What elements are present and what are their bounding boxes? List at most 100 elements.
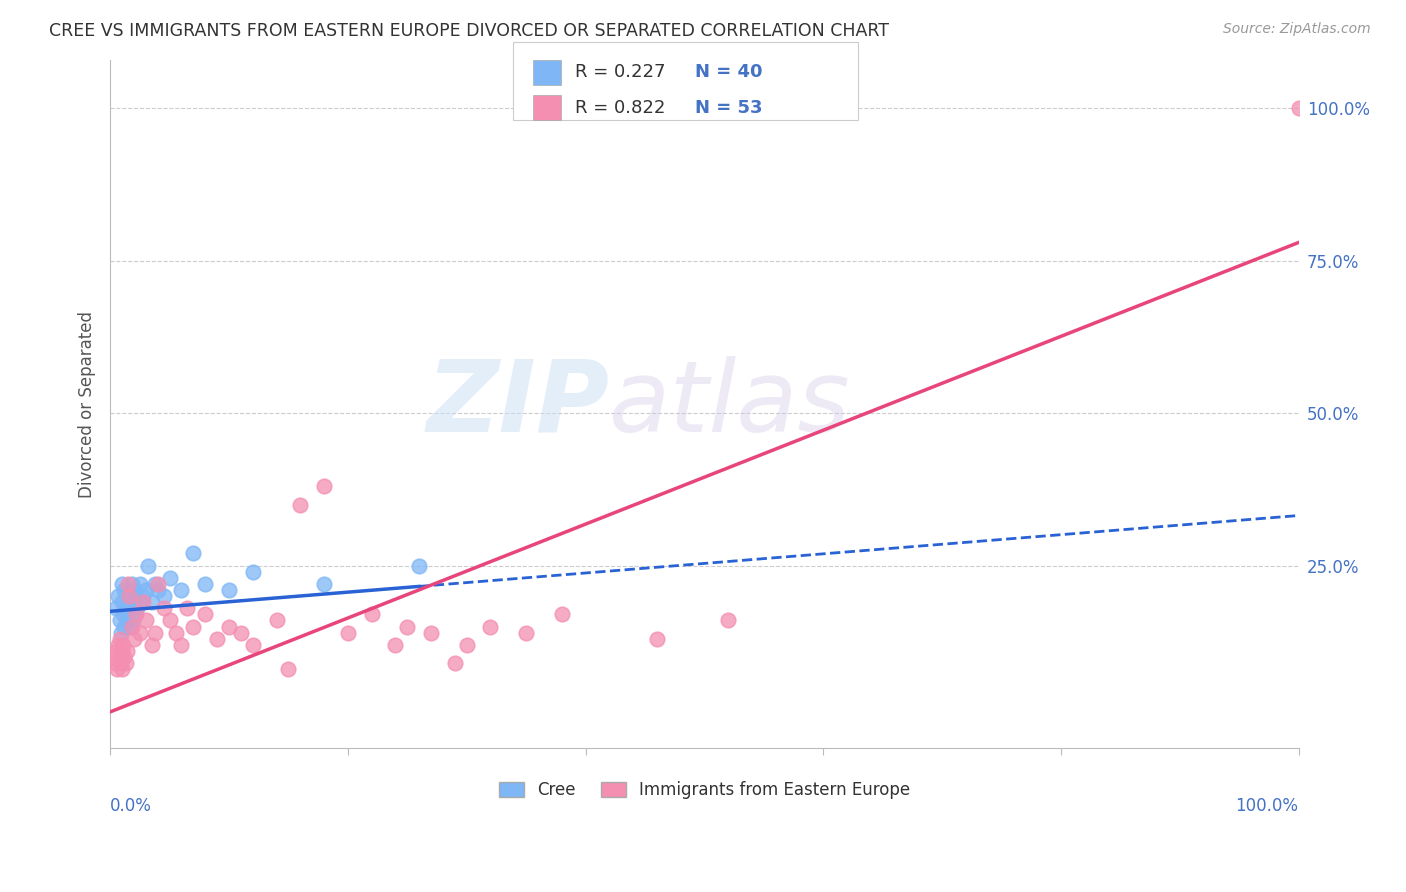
Point (146, 582, 169, 597)
Point (717, 614, 740, 628)
Point (132, 589, 155, 603)
Point (112, 582, 135, 597)
Point (456, 638, 478, 652)
Point (152, 601, 174, 615)
Point (183, 546, 205, 560)
Point (115, 614, 138, 628)
Point (112, 650, 135, 665)
Point (122, 595, 145, 609)
Point (551, 607, 574, 622)
Point (218, 619, 240, 633)
Point (121, 577, 143, 591)
Point (146, 577, 169, 591)
Point (120, 619, 142, 633)
Point (384, 638, 406, 652)
Point (135, 614, 157, 628)
Text: CREE VS IMMIGRANTS FROM EASTERN EUROPE DIVORCED OR SEPARATED CORRELATION CHART: CREE VS IMMIGRANTS FROM EASTERN EUROPE D… (49, 22, 889, 40)
Point (396, 619, 419, 633)
Point (170, 582, 193, 597)
Point (104, 656, 127, 670)
Point (105, 662, 128, 676)
Point (111, 595, 134, 609)
Point (135, 582, 157, 597)
Point (136, 558, 159, 573)
Point (111, 577, 134, 591)
Point (205, 632, 228, 646)
Point (121, 619, 143, 633)
Point (107, 589, 129, 603)
Point (194, 577, 217, 591)
Text: 0.0%: 0.0% (110, 797, 152, 814)
Text: 100.0%: 100.0% (1236, 797, 1299, 814)
Point (117, 589, 139, 603)
Point (128, 577, 150, 591)
Point (242, 638, 264, 652)
Point (132, 595, 155, 609)
Point (112, 638, 135, 652)
Text: Source: ZipAtlas.com: Source: ZipAtlas.com (1223, 22, 1371, 37)
Point (103, 650, 125, 665)
Point (117, 607, 139, 622)
Point (336, 625, 359, 640)
Point (159, 571, 181, 585)
Point (122, 632, 145, 646)
Point (127, 601, 149, 615)
Point (408, 558, 430, 573)
Point (108, 632, 131, 646)
Point (242, 565, 264, 579)
Text: R = 0.822: R = 0.822 (575, 99, 665, 117)
Point (111, 644, 134, 658)
Point (229, 625, 252, 640)
Point (1288, 101, 1310, 115)
Point (266, 614, 288, 628)
Point (121, 614, 143, 628)
Point (125, 607, 148, 622)
Point (143, 577, 166, 591)
Point (183, 619, 205, 633)
Point (165, 625, 187, 640)
Text: N = 53: N = 53 (695, 99, 762, 117)
Point (152, 589, 174, 603)
Point (122, 582, 145, 597)
Point (143, 625, 166, 640)
Text: atlas: atlas (609, 356, 851, 452)
Point (111, 662, 134, 676)
Text: ZIP: ZIP (426, 356, 609, 452)
Point (112, 607, 135, 622)
Point (117, 577, 139, 591)
Point (645, 632, 668, 646)
Point (218, 582, 240, 597)
Text: N = 40: N = 40 (695, 63, 762, 81)
Point (110, 625, 132, 640)
Point (118, 595, 141, 609)
Point (114, 601, 136, 615)
Point (110, 656, 132, 670)
Point (121, 601, 143, 615)
Point (176, 601, 198, 615)
Point (360, 607, 382, 622)
Point (105, 601, 128, 615)
Point (443, 656, 465, 670)
Point (479, 619, 502, 633)
Point (124, 607, 146, 622)
Point (312, 479, 335, 493)
Point (194, 607, 217, 622)
Point (277, 662, 299, 676)
Point (141, 595, 163, 609)
Point (112, 619, 135, 633)
Point (312, 577, 335, 591)
Point (141, 638, 163, 652)
Point (290, 498, 312, 512)
Point (125, 589, 148, 603)
Point (115, 644, 138, 658)
Legend: Cree, Immigrants from Eastern Europe: Cree, Immigrants from Eastern Europe (492, 774, 917, 805)
Point (420, 625, 443, 640)
Point (129, 595, 152, 609)
Point (107, 638, 129, 652)
Point (105, 644, 128, 658)
Point (515, 625, 537, 640)
Point (128, 625, 150, 640)
Text: R = 0.227: R = 0.227 (575, 63, 665, 81)
Point (118, 589, 141, 603)
Point (108, 614, 131, 628)
